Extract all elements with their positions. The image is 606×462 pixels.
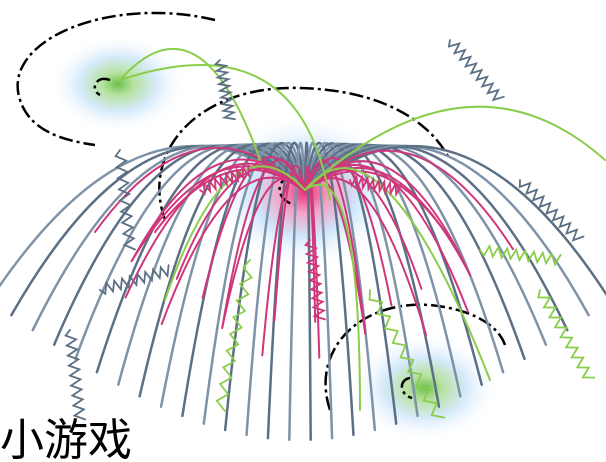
wavy-line: [99, 264, 170, 296]
pink-line: [304, 173, 321, 359]
arc-line: [303, 144, 569, 332]
green-line: [304, 183, 361, 411]
wavy-line: [447, 39, 505, 102]
wavy-line: [64, 329, 86, 421]
wavy-line: [518, 179, 585, 242]
arc-line: [303, 143, 462, 398]
arc-line: [303, 144, 526, 361]
wavy-line: [215, 259, 253, 412]
arc-line: [74, 143, 307, 361]
wavy-line: [304, 239, 327, 321]
wavy-line: [114, 149, 136, 251]
wavy-line: [349, 172, 402, 198]
wavy-line: [537, 289, 596, 379]
wavy-line: [213, 59, 237, 121]
green-line: [119, 64, 331, 201]
green-line: [119, 48, 261, 161]
wavy-line: [479, 243, 562, 267]
orbit: [400, 376, 413, 400]
orbit: [93, 77, 111, 97]
arc-line: [288, 141, 307, 442]
radiating-lines: [0, 39, 606, 442]
green-line: [304, 167, 491, 381]
green-line: [304, 105, 606, 191]
orbit: [16, 11, 216, 147]
pink-line: [304, 164, 469, 313]
arc-line: [266, 141, 307, 440]
pink-line: [160, 176, 306, 326]
arc-line: [303, 143, 505, 374]
caption: 小游戏: [0, 415, 132, 462]
wavy-line: [199, 164, 251, 196]
arc-line: [52, 144, 307, 346]
pink-line: [221, 159, 306, 329]
wavy-line: [368, 289, 446, 419]
green-glow: [48, 34, 188, 134]
orbit: [324, 303, 507, 411]
arc-line: [138, 143, 307, 398]
arc-line: [303, 142, 398, 425]
